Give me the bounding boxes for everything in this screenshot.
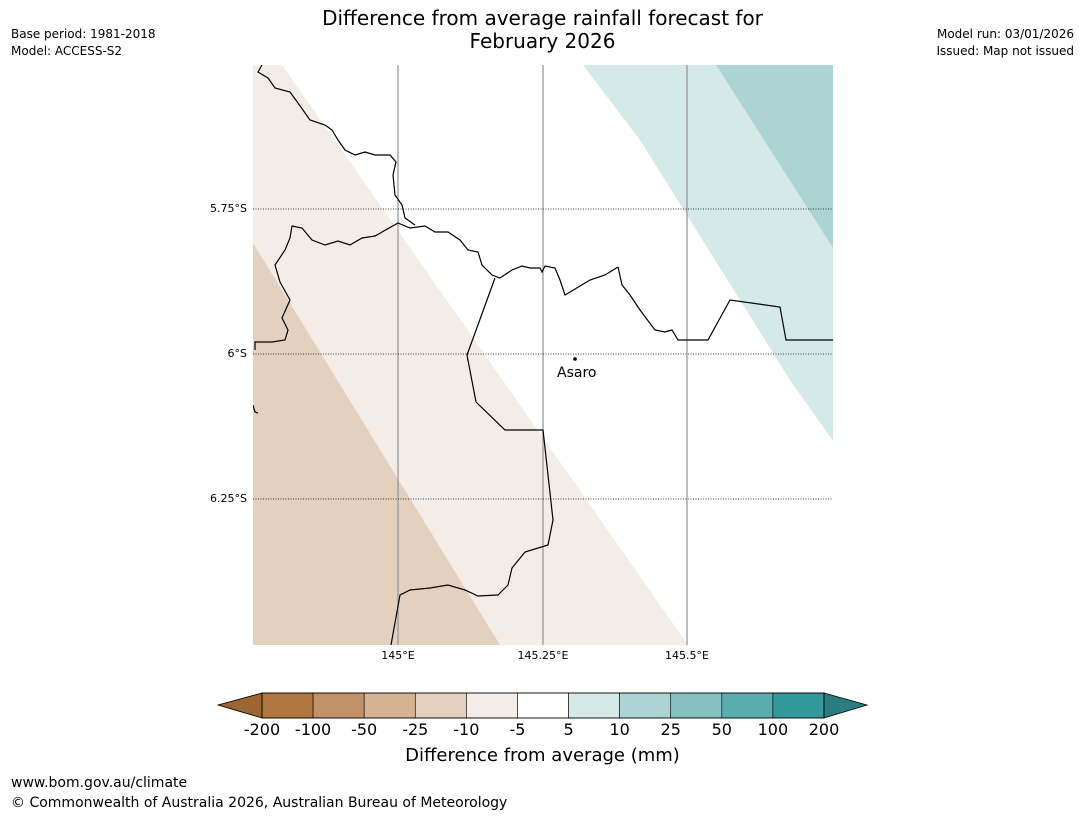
- colorbar-title: Difference from average (mm): [405, 745, 680, 766]
- colorbar-tick-label: -25: [402, 720, 429, 739]
- colorbar-tick-label: 200: [808, 720, 840, 739]
- footer-copyright: © Commonwealth of Australia 2026, Austra…: [11, 795, 508, 811]
- colorbar-bin: [414, 692, 467, 719]
- boundary-east: [617, 266, 833, 341]
- colorbar-tick-label: 50: [711, 720, 732, 739]
- colorbar-bin: [261, 692, 314, 719]
- colorbar-tick-label: -10: [453, 720, 480, 739]
- colorbar-tick-label: 25: [660, 720, 681, 739]
- colorbar-tick-label: -100: [294, 720, 332, 739]
- colorbar-bin: [517, 692, 569, 719]
- issued-text: Issued: Map not issued: [936, 44, 1074, 58]
- colorbar-tick-label: -5: [509, 720, 526, 739]
- colorbar-bin: [772, 692, 825, 719]
- model-run-text: Model run: 03/01/2026: [936, 27, 1074, 41]
- band-10-to-25: [716, 65, 833, 248]
- boundary-inner: [390, 277, 554, 645]
- colorbar-bin: [363, 692, 416, 719]
- colorbar-bin: [312, 692, 365, 719]
- colorbar-bin: [721, 692, 774, 719]
- colorbar-bin: [619, 692, 672, 719]
- lon-label-145-5e: 145.5°E: [665, 649, 709, 662]
- map-title: Difference from average rainfall forecas…: [0, 7, 1085, 53]
- base-period-text: Base period: 1981-2018: [11, 27, 156, 41]
- map-area: [253, 65, 833, 645]
- band-5-to-10: [583, 65, 833, 441]
- title-line-1: Difference from average rainfall forecas…: [322, 6, 763, 30]
- title-line-2: February 2026: [469, 29, 616, 53]
- colorbar-bins: [261, 692, 825, 719]
- colorbar: [216, 692, 869, 719]
- lat-label-6s: 6°S: [227, 347, 247, 360]
- boundary-north: [257, 65, 416, 226]
- lon-label-145e: 145°E: [381, 649, 415, 662]
- lat-label-6-25s: 6.25°S: [210, 492, 247, 505]
- boundary-west: [254, 222, 619, 350]
- colorbar-tick-label: -200: [243, 720, 281, 739]
- lat-label-5-75s: 5.75°S: [210, 202, 247, 215]
- colorbar-bin: [466, 692, 518, 719]
- place-label-asaro: Asaro: [557, 365, 597, 381]
- colorbar-below-min-arrow: [216, 692, 263, 719]
- meta-left: Base period: 1981-2018 Model: ACCESS-S2: [11, 26, 156, 60]
- lon-label-145-25e: 145.25°E: [517, 649, 569, 662]
- colorbar-outline: [261, 692, 825, 719]
- model-text: Model: ACCESS-S2: [11, 44, 123, 58]
- colorbar-tick-label: 5: [563, 720, 574, 739]
- colorbar-tick-label: -50: [351, 720, 378, 739]
- footer-url: www.bom.gov.au/climate: [11, 775, 188, 791]
- boundary-fragment: [253, 404, 259, 414]
- colorbar-tick-label: 10: [609, 720, 630, 739]
- asaro-marker: [573, 357, 577, 361]
- colorbar-bin: [568, 692, 620, 719]
- colorbar-above-max-arrow: [823, 692, 869, 719]
- band-minus25-to-minus10: [253, 243, 500, 645]
- meta-right: Model run: 03/01/2026 Issued: Map not is…: [936, 26, 1074, 60]
- colorbar-tick-label: 100: [757, 720, 789, 739]
- colorbar-bin: [670, 692, 723, 719]
